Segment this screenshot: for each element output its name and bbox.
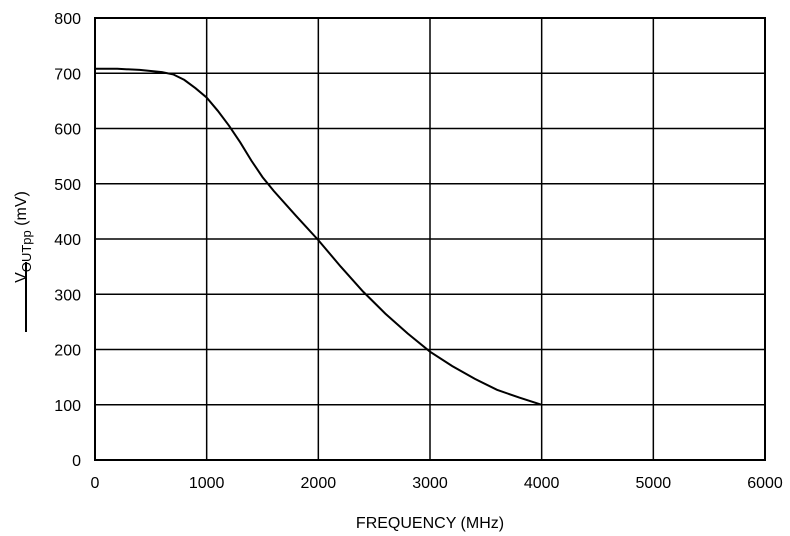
x-tick-label: 5000: [636, 475, 672, 492]
x-axis-label: FREQUENCY (MHz): [356, 515, 504, 532]
x-tick-label: 2000: [301, 475, 337, 492]
series-line: [95, 67, 543, 406]
grid-lines: [94, 17, 766, 461]
x-tick-label: 3000: [412, 475, 448, 492]
y-axis-label-main: V: [13, 272, 30, 283]
y-axis-label-unit: (mV): [13, 191, 30, 230]
x-tick-label: 0: [91, 475, 100, 492]
x-tick-label: 4000: [524, 475, 560, 492]
y-tick-label: 300: [54, 287, 81, 304]
y-tick-label: 500: [54, 177, 81, 194]
y-tick-label: 600: [54, 122, 81, 139]
x-tick-labels: 0 1000 2000 3000 4000 5000 6000: [91, 475, 783, 492]
y-axis-label-subscript: OUTpp: [19, 230, 34, 272]
y-tick-label: 0: [72, 453, 81, 470]
y-axis-label: VOUTpp (mV): [13, 191, 34, 283]
y-tick-label: 200: [54, 343, 81, 360]
y-tick-label: 100: [54, 398, 81, 415]
y-tick-label: 800: [54, 11, 81, 28]
x-tick-label: 1000: [189, 475, 225, 492]
x-tick-label: 6000: [747, 475, 783, 492]
y-tick-label: 400: [54, 232, 81, 249]
y-tick-labels: 0 100 200 300 400 500 600 700 800: [54, 11, 81, 470]
y-tick-label: 700: [54, 66, 81, 83]
